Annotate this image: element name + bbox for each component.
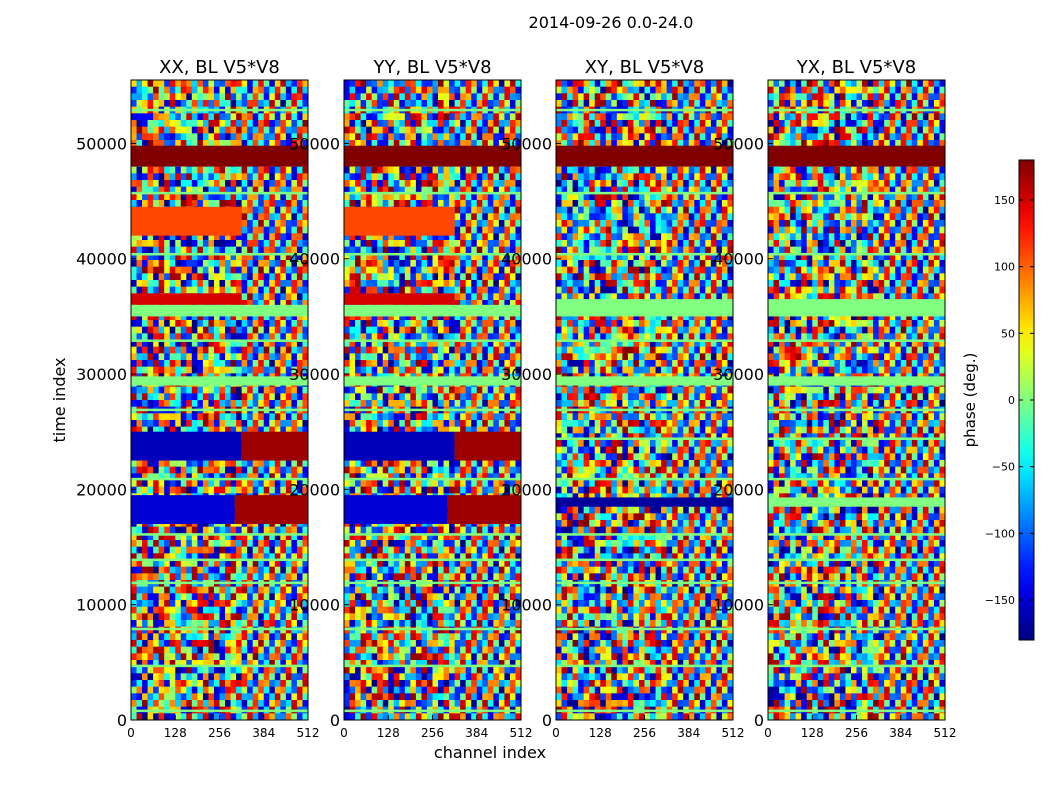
panel-4: YX, BL V5*V8 0 128 256 384 512 0 10000 20000 3000…	[713, 57, 956, 740]
phase-band	[131, 145, 308, 167]
phase-image-3	[556, 80, 733, 720]
phase-band	[234, 495, 308, 524]
x-tick-label: 512	[722, 726, 745, 740]
panel-title: XX, BL V5*V8	[159, 57, 280, 78]
x-tick-label: 0	[340, 726, 348, 740]
x-tick-label: 256	[208, 726, 231, 740]
phase-band	[344, 145, 521, 167]
phase-band	[131, 495, 235, 524]
y-tick-label: 30000	[289, 365, 340, 384]
phase-image-2	[344, 80, 521, 720]
colorbar-tick-label: 50	[1001, 327, 1015, 340]
y-tick-label: 10000	[501, 596, 552, 615]
phase-band	[344, 293, 455, 305]
x-tick-label: 512	[934, 726, 957, 740]
phase-band	[131, 376, 308, 386]
y-tick-label: 50000	[501, 134, 552, 153]
y-tick-label: 20000	[76, 480, 127, 499]
phase-band	[447, 495, 521, 524]
phase-band	[344, 206, 455, 236]
y-tick-label: 0	[330, 711, 340, 730]
x-tick-label: 512	[510, 726, 533, 740]
x-tick-label: 256	[845, 726, 868, 740]
x-tick-label: 0	[127, 726, 135, 740]
colorbar: −150 −100 −50 0 50 100 150 phase (deg.)	[961, 159, 1035, 641]
phase-band	[768, 497, 945, 507]
x-tick-label: 384	[465, 726, 488, 740]
x-tick-label: 256	[633, 726, 656, 740]
colorbar-tick-label: 0	[1008, 394, 1015, 407]
y-tick-label: 50000	[289, 134, 340, 153]
y-tick-label: 0	[542, 711, 552, 730]
x-tick-label: 0	[764, 726, 772, 740]
colorbar-tick-label: −50	[992, 461, 1015, 474]
y-tick-label: 40000	[501, 250, 552, 269]
y-tick-label: 30000	[501, 365, 552, 384]
x-tick-label: 128	[377, 726, 400, 740]
x-tick-label: 256	[421, 726, 444, 740]
phase-band	[556, 376, 733, 386]
phase-band	[131, 304, 308, 317]
y-tick-label: 20000	[501, 480, 552, 499]
y-tick-label: 20000	[289, 480, 340, 499]
y-tick-label: 40000	[76, 250, 127, 269]
y-tick-label: 10000	[289, 596, 340, 615]
phase-band	[131, 206, 242, 236]
phase-band	[556, 299, 733, 317]
y-tick-label: 40000	[713, 250, 764, 269]
y-tick-label: 0	[117, 711, 127, 730]
x-tick-label: 384	[252, 726, 275, 740]
y-tick-label: 30000	[76, 365, 127, 384]
phase-band	[768, 376, 945, 386]
y-tick-label: 30000	[713, 365, 764, 384]
panel-2: YY, BL V5*V8 0 128 256 384 512 0 10000 20000 3000…	[289, 57, 532, 740]
x-tick-label: 0	[552, 726, 560, 740]
phase-band	[344, 376, 521, 386]
colorbar-tick-label: 150	[994, 194, 1015, 207]
phase-band	[344, 304, 521, 317]
phase-band	[131, 293, 242, 305]
phase-band	[344, 431, 455, 461]
colorbar-tick-label: 100	[994, 261, 1015, 274]
x-tick-label: 128	[801, 726, 824, 740]
y-tick-label: 10000	[713, 596, 764, 615]
phase-band	[556, 145, 733, 167]
phase-image-1	[131, 80, 308, 720]
phase-band	[241, 431, 308, 461]
panels-group: XX, BL V5*V8 0 128 256 384 512 0 10000 20000 3000…	[76, 57, 956, 740]
x-tick-label: 384	[889, 726, 912, 740]
y-axis-label: time index	[50, 357, 69, 442]
x-tick-label: 512	[297, 726, 320, 740]
panel-title: XY, BL V5*V8	[585, 57, 704, 78]
phase-band	[768, 145, 945, 167]
colorbar-label: phase (deg.)	[961, 353, 979, 448]
y-tick-label: 20000	[713, 480, 764, 499]
x-tick-label: 128	[589, 726, 612, 740]
y-tick-label: 50000	[76, 134, 127, 153]
colorbar-tick-label: −150	[985, 594, 1015, 607]
phase-band	[344, 495, 448, 524]
y-tick-label: 10000	[76, 596, 127, 615]
phase-image-4	[768, 80, 945, 720]
panel-1: XX, BL V5*V8 0 128 256 384 512 0 10000 20000 3000…	[76, 57, 319, 740]
y-tick-label: 50000	[713, 134, 764, 153]
x-tick-label: 384	[677, 726, 700, 740]
figure-suptitle: 2014-09-26 0.0-24.0	[529, 13, 694, 32]
x-axis-label: channel index	[434, 743, 546, 762]
panel-title: YX, BL V5*V8	[796, 57, 916, 78]
phase-band	[454, 431, 521, 461]
phase-band	[768, 299, 945, 317]
colorbar-tick-label: −100	[985, 527, 1015, 540]
phase-band	[131, 431, 242, 461]
panel-3: XY, BL V5*V8 0 128 256 384 512 0 10000 20000 3000…	[501, 57, 744, 740]
y-tick-label: 0	[754, 711, 764, 730]
x-tick-label: 128	[164, 726, 187, 740]
phase-band	[556, 497, 733, 507]
panel-title: YY, BL V5*V8	[372, 57, 491, 78]
y-tick-label: 40000	[289, 250, 340, 269]
